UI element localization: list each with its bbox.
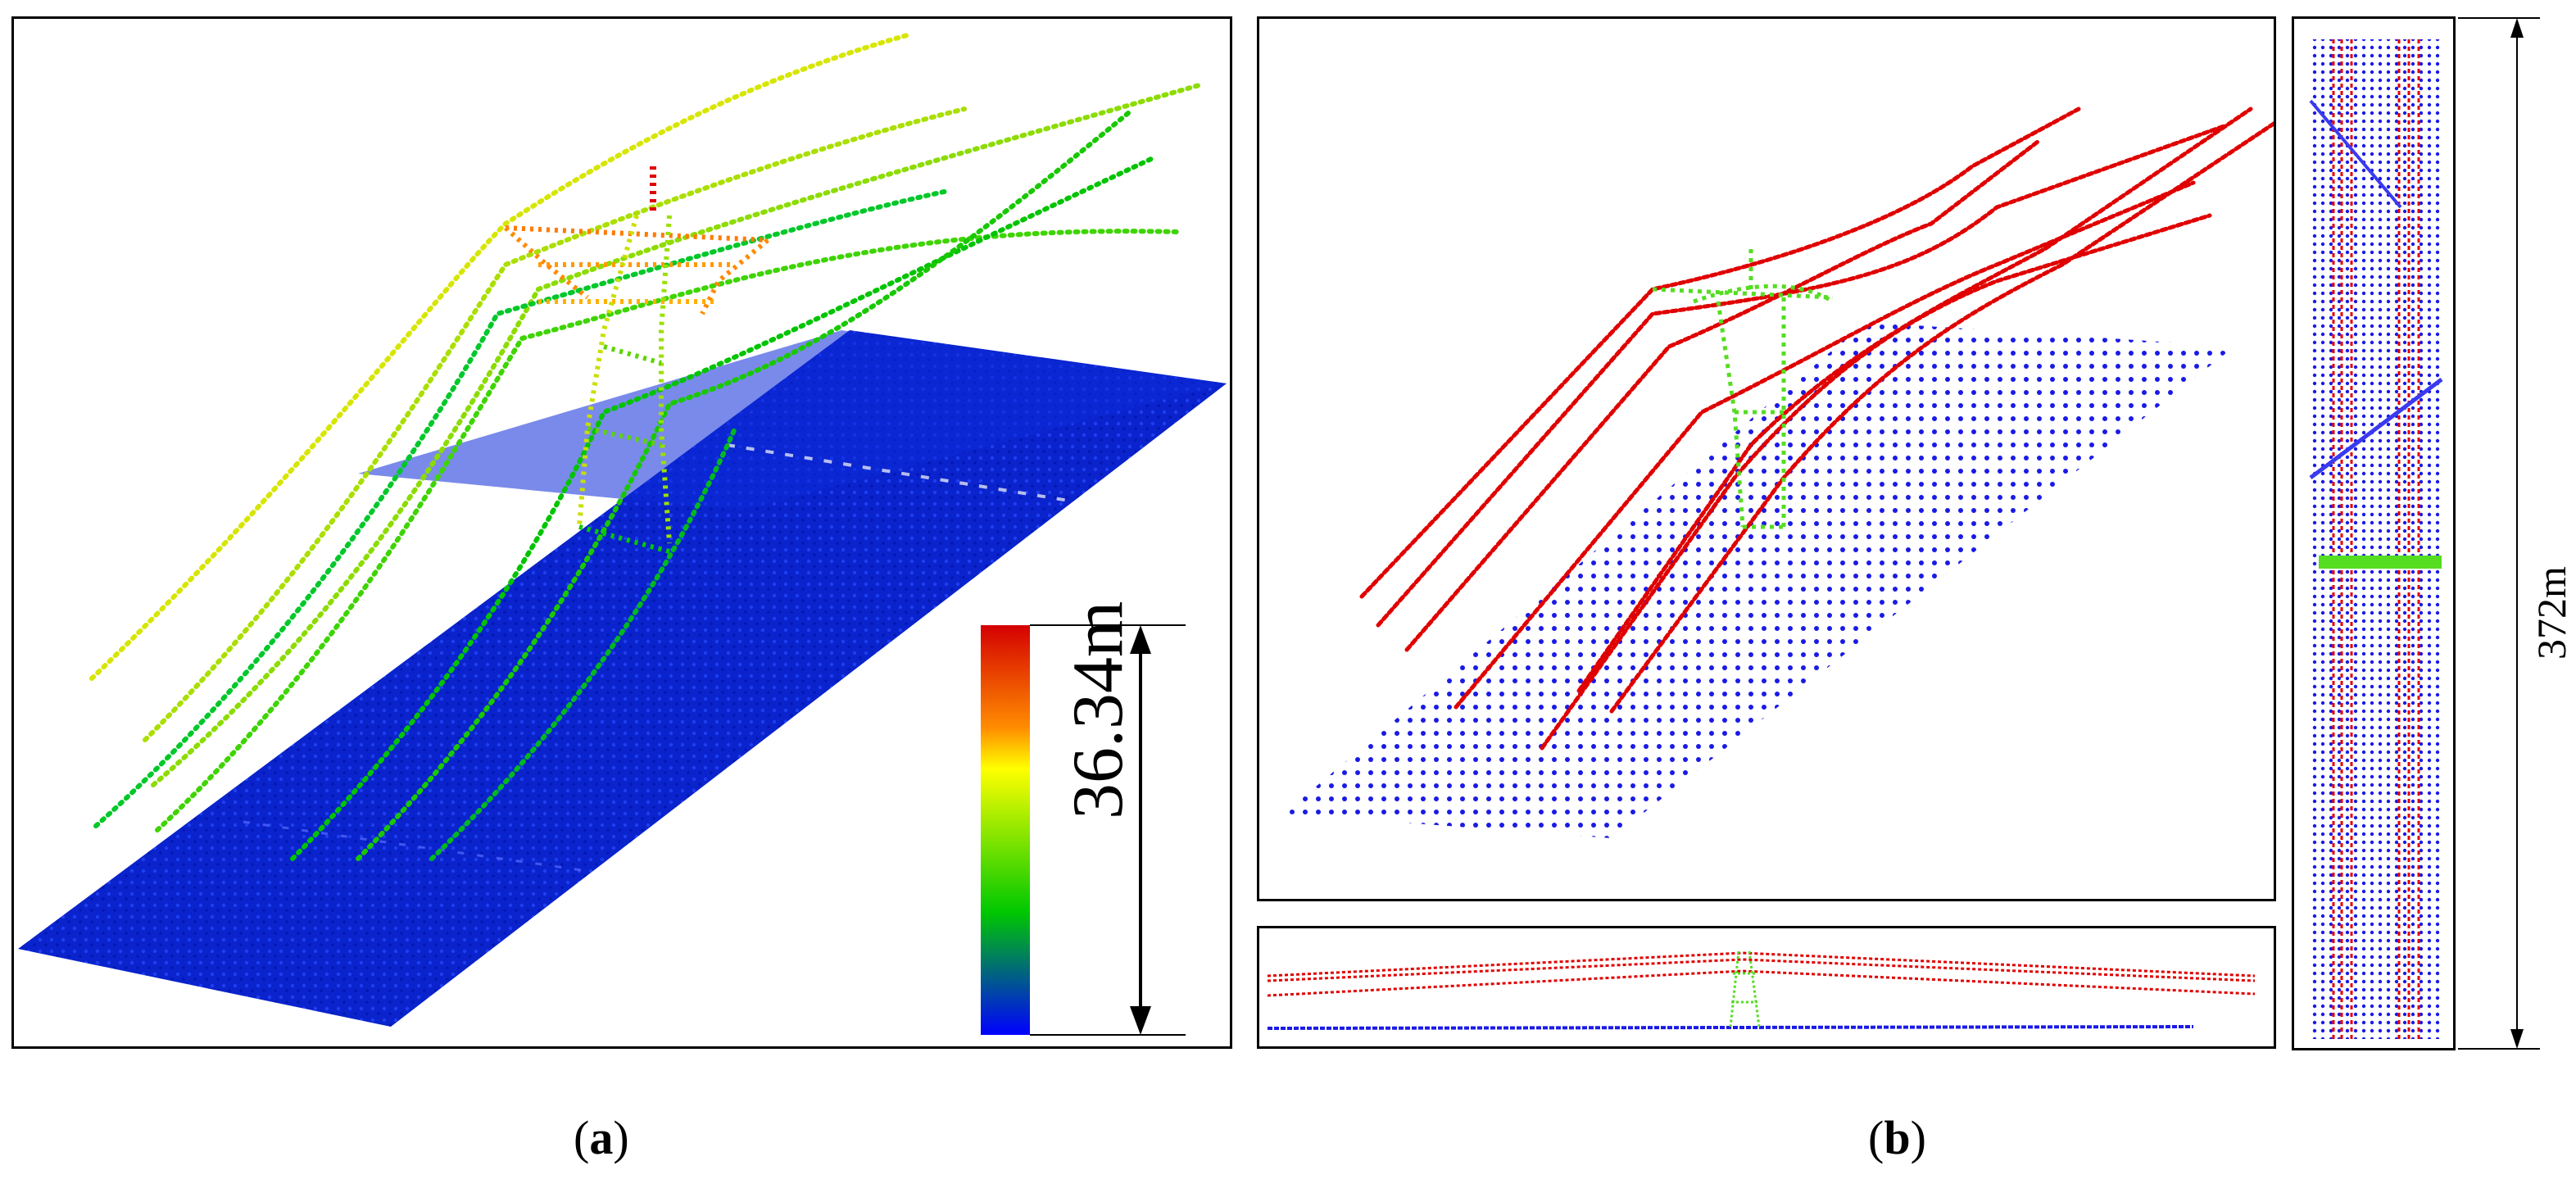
transmission-tower xyxy=(2319,556,2442,569)
powerline xyxy=(143,107,967,742)
ground-points xyxy=(2311,39,2442,1039)
panel-b-top-canvas xyxy=(2309,39,2443,1039)
ground-surface xyxy=(18,330,1227,1027)
ground-points xyxy=(1267,1025,2194,1030)
panel-a-pointcloud-height xyxy=(11,16,1232,1049)
powerline xyxy=(155,229,1180,832)
length-scale-label: 372m xyxy=(2528,566,2574,660)
powerline xyxy=(1267,969,2256,997)
transmission-tower xyxy=(503,166,769,554)
diagonal-feature xyxy=(2309,378,2443,479)
height-scale-label: 36.34m xyxy=(1059,601,1138,819)
caption-b-letter: b xyxy=(1884,1111,1911,1164)
powerline xyxy=(1454,180,2196,710)
panel-b-side-canvas xyxy=(1267,950,2256,1030)
powerline xyxy=(1609,120,2274,714)
powerline xyxy=(93,188,950,828)
transmission-tower xyxy=(1729,950,1761,1027)
caption-b: (b) xyxy=(1868,1111,1926,1164)
panel-a-canvas xyxy=(18,33,1227,1036)
panel-b-oblique-view xyxy=(1257,16,2276,901)
powerline xyxy=(1404,139,2040,652)
scale-arrowhead-up xyxy=(1130,625,1151,654)
transmission-tower xyxy=(1652,248,1834,529)
powerline xyxy=(1359,107,2081,599)
scale-arrowhead-down xyxy=(2510,1029,2524,1049)
powerline xyxy=(89,33,909,681)
powerline xyxy=(1576,107,2253,693)
powerline xyxy=(1267,958,2256,982)
caption-a-letter: a xyxy=(589,1111,614,1164)
panel-b-oblique-canvas xyxy=(1284,107,2274,838)
height-colorbar xyxy=(981,625,1030,1035)
scale-arrowhead-down xyxy=(1130,1006,1151,1035)
diagonal-feature xyxy=(2309,99,2402,209)
panel-b-top-view xyxy=(2292,16,2456,1050)
caption-a: (a) xyxy=(574,1111,629,1164)
powerline xyxy=(429,426,737,861)
ground-gap xyxy=(726,443,1080,504)
panel-b-side-view xyxy=(1257,926,2276,1049)
powerline xyxy=(290,156,1155,861)
powerline xyxy=(356,111,1131,861)
scale-arrowhead-up xyxy=(2510,18,2524,38)
ground-points xyxy=(1284,322,2234,838)
powerline xyxy=(1267,951,2256,978)
powerline xyxy=(1376,123,2229,628)
powerline xyxy=(151,82,1204,787)
